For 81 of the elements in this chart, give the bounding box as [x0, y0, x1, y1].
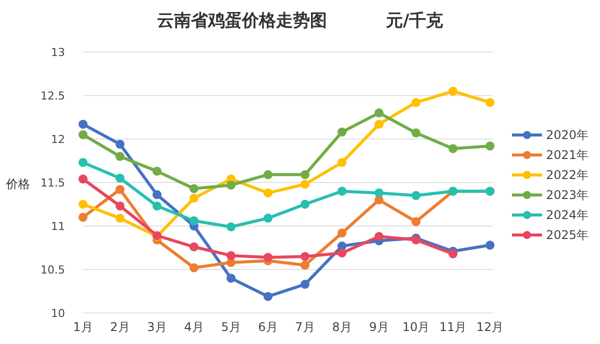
point [78, 200, 88, 209]
chart-title: 云南省鸡蛋价格走势图 元/千克 [156, 11, 444, 31]
y-tick-label: 11.5 [40, 176, 65, 190]
x-tick-label: 7月 [295, 320, 315, 334]
legend-label: 2024年 [546, 208, 589, 222]
point [300, 200, 310, 209]
point [338, 248, 346, 258]
point [300, 280, 310, 289]
y-axis-title: 价格 [5, 177, 30, 191]
point [374, 108, 384, 118]
point [338, 228, 346, 238]
x-tick-label: 3月 [147, 320, 167, 334]
point [448, 86, 458, 96]
point [264, 188, 272, 198]
point [116, 174, 124, 183]
y-tick-label: 12 [51, 132, 65, 146]
point [116, 214, 124, 223]
point [78, 158, 88, 167]
point [116, 152, 124, 161]
point [78, 212, 88, 222]
point [226, 251, 236, 260]
point [338, 158, 346, 167]
legend-label: 2020年 [546, 128, 589, 142]
x-tick-label: 6月 [258, 320, 278, 334]
point [226, 180, 236, 190]
legend-label: 2021年 [546, 148, 589, 162]
point [448, 144, 458, 154]
point [264, 292, 272, 301]
x-tick-label: 12月 [476, 320, 504, 334]
point [300, 260, 310, 270]
legend-label: 2023年 [546, 188, 589, 202]
point [264, 252, 272, 262]
point [300, 170, 310, 180]
point [78, 130, 88, 140]
point [190, 263, 198, 272]
point [412, 128, 420, 138]
point [300, 252, 310, 261]
point [374, 188, 384, 198]
point [226, 274, 236, 283]
point [412, 217, 420, 226]
point [190, 216, 198, 226]
point [486, 240, 494, 250]
x-tick-label: 8月 [332, 320, 352, 334]
x-tick-label: 9月 [369, 320, 389, 334]
point [190, 194, 198, 203]
point [226, 222, 236, 232]
point [190, 242, 198, 252]
y-tick-label: 11 [51, 220, 65, 233]
point [264, 214, 272, 223]
point [448, 249, 458, 258]
legend-label: 2025年 [546, 228, 589, 242]
y-tick-label: 10 [51, 306, 65, 320]
x-tick-label: 2月 [110, 320, 130, 334]
x-tick-label: 1月 [73, 320, 93, 334]
point [78, 120, 88, 129]
point [264, 170, 272, 180]
point [116, 140, 124, 149]
point [152, 201, 162, 210]
y-tick-label: 10.5 [40, 263, 65, 276]
point [152, 190, 162, 200]
y-tick-label: 13 [51, 46, 65, 59]
point [412, 98, 420, 107]
point [190, 184, 198, 194]
x-tick-label: 11月 [439, 320, 467, 334]
point [116, 184, 124, 194]
y-tick-label: 12.5 [40, 89, 65, 102]
point [116, 201, 124, 210]
point [374, 232, 384, 241]
point [300, 180, 310, 189]
legend-label: 2022年 [546, 168, 589, 182]
point [338, 128, 346, 137]
x-tick-label: 5月 [221, 320, 241, 334]
point [374, 120, 384, 129]
x-tick-label: 10月 [402, 320, 430, 334]
point [152, 166, 162, 176]
point [486, 98, 494, 107]
point [412, 191, 420, 200]
x-tick-label: 4月 [184, 320, 204, 334]
point [338, 186, 346, 196]
point [78, 174, 88, 184]
point [486, 141, 494, 150]
